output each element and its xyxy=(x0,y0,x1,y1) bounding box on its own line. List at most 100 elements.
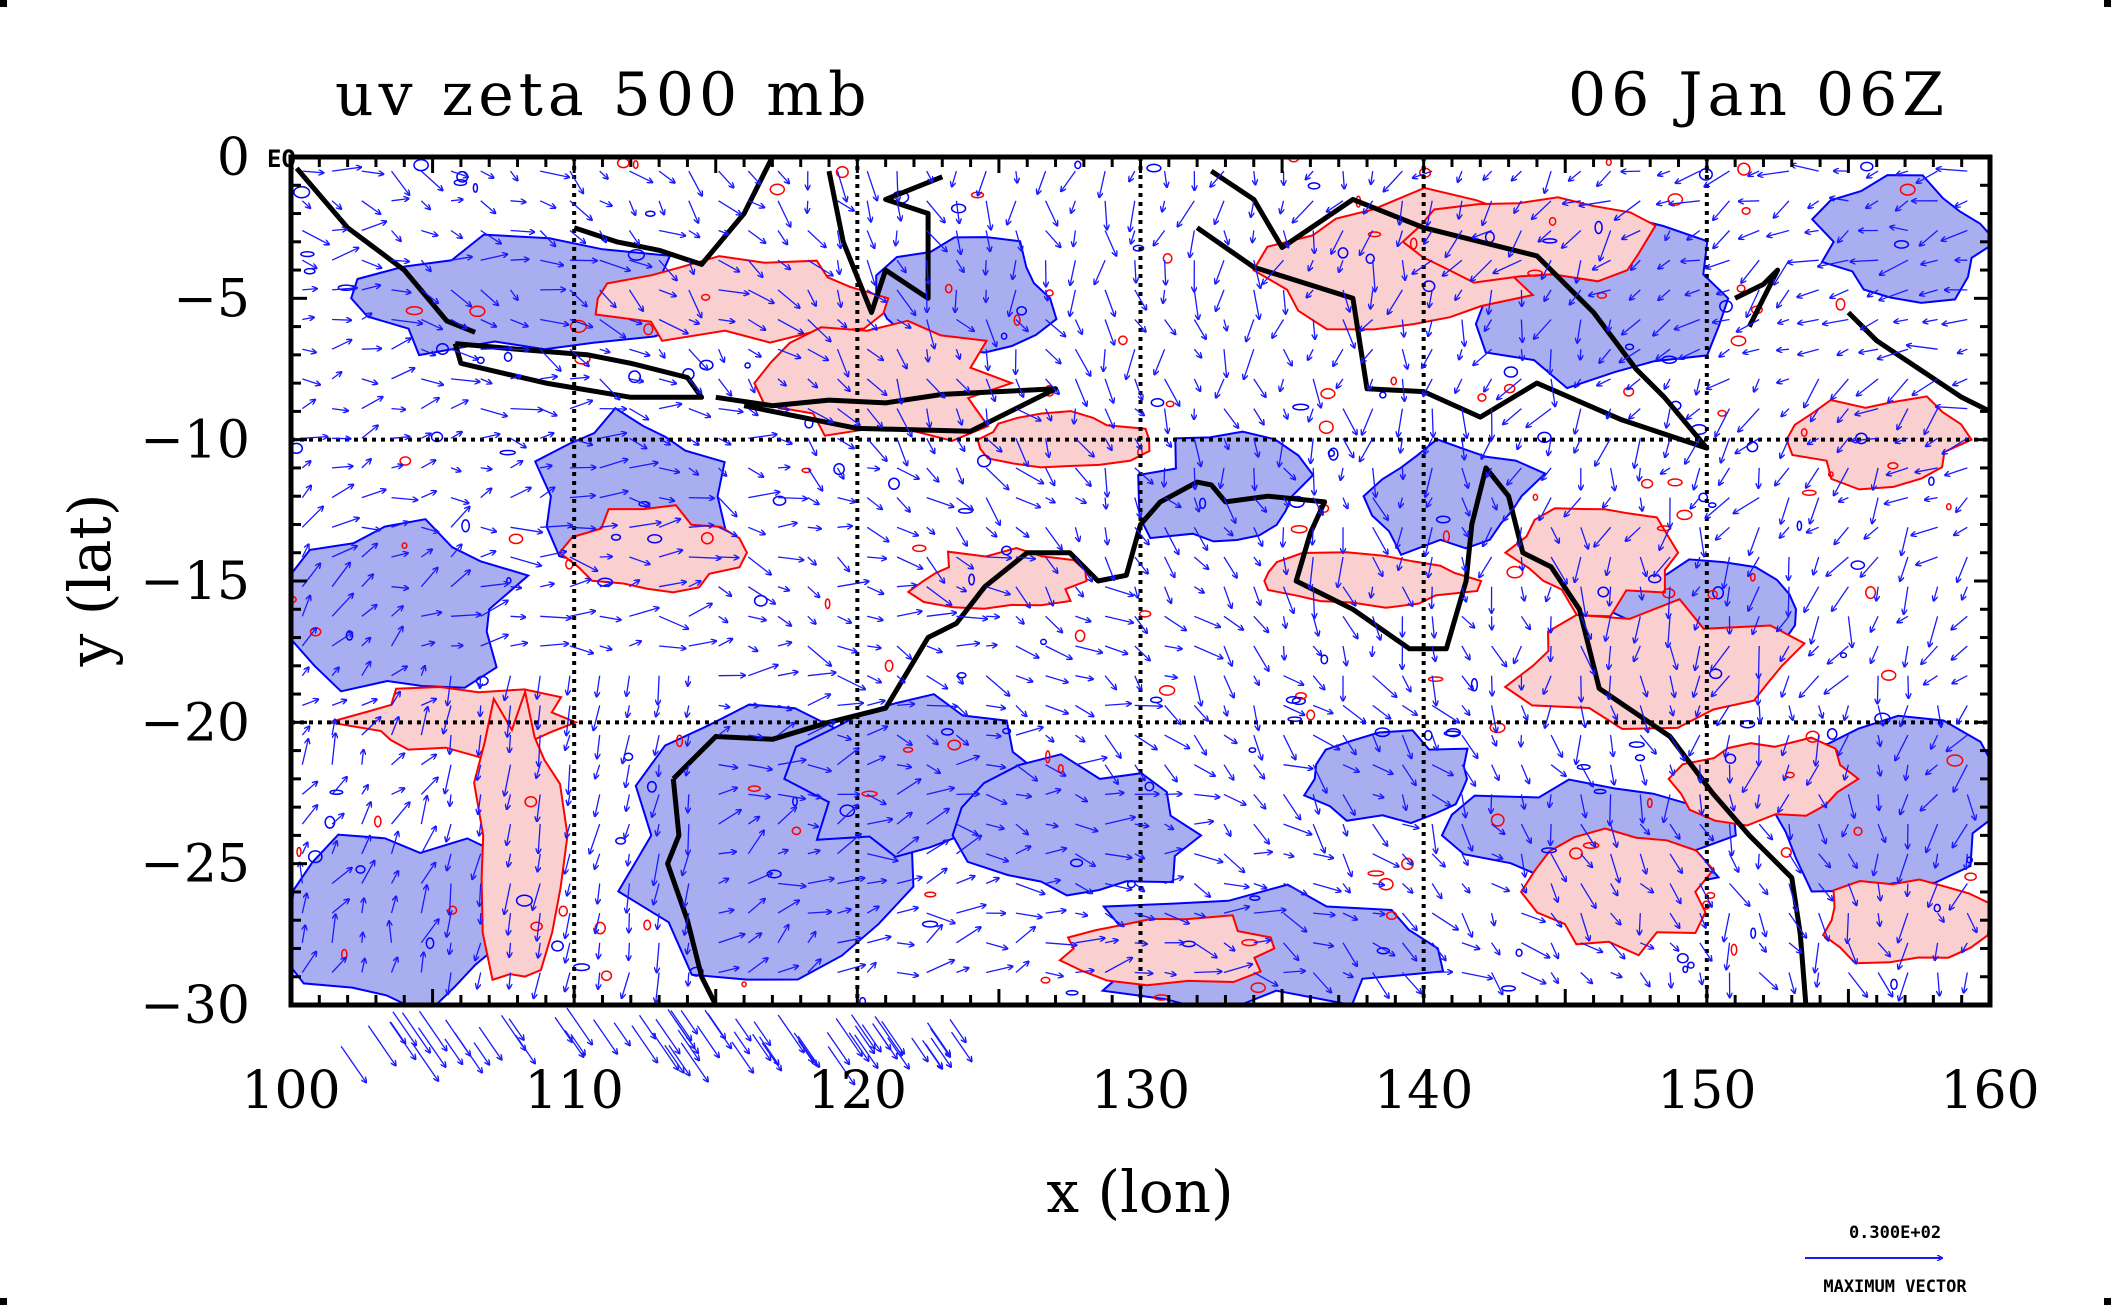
wind-vector xyxy=(1920,230,1939,246)
wind-vector xyxy=(1361,348,1374,362)
vorticity-contour-cell xyxy=(558,905,569,917)
wind-vector xyxy=(674,1019,698,1053)
wind-vector xyxy=(866,348,883,360)
wind-vector xyxy=(1074,319,1082,335)
wind-vector xyxy=(540,318,568,325)
vorticity-contour-cell xyxy=(912,544,927,553)
vorticity-contour-cell xyxy=(1065,989,1079,996)
vorticity-contour-cell xyxy=(1835,297,1846,311)
wind-vector xyxy=(599,259,630,270)
wind-vector xyxy=(480,254,508,261)
wind-vector xyxy=(1509,230,1522,257)
wind-vector xyxy=(629,348,649,355)
wind-vector xyxy=(510,231,535,233)
vorticity-contour-cell xyxy=(753,594,768,607)
wind-vector xyxy=(747,229,765,244)
wind-vector xyxy=(1422,348,1433,368)
wind-vector xyxy=(1272,319,1285,338)
wind-vector xyxy=(1327,200,1344,212)
wind-vector xyxy=(391,338,411,350)
wind-vector xyxy=(628,200,635,215)
vorticity-contour-cell xyxy=(1946,754,1964,767)
wind-vector xyxy=(1424,230,1433,244)
vorticity-contour-cell xyxy=(1367,231,1382,238)
vorticity-contour-cell xyxy=(1945,503,1952,511)
wind-vector xyxy=(331,200,341,209)
wind-vector xyxy=(569,170,583,193)
wind-vector xyxy=(1458,170,1463,182)
wind-vector xyxy=(1129,170,1136,181)
vector-key: 0.300E+02 MAXIMUM VECTOR xyxy=(1805,1223,1967,1297)
wind-vector xyxy=(658,229,685,236)
vorticity-contour-cell xyxy=(1445,728,1462,738)
vorticity-contour-cell xyxy=(1506,565,1524,579)
wind-vector xyxy=(1401,349,1407,369)
wind-vector xyxy=(1046,289,1048,300)
vorticity-contour-cell xyxy=(968,573,976,586)
wind-vector xyxy=(1539,230,1552,242)
wind-vector xyxy=(599,200,612,206)
wind-vector xyxy=(1739,229,1760,239)
wind-vector xyxy=(747,259,762,277)
wind-vector xyxy=(1759,735,1760,765)
coastline-segment xyxy=(294,166,477,335)
wind-vector xyxy=(1778,320,1790,324)
wind-vector xyxy=(450,318,467,329)
wind-vector xyxy=(836,289,842,307)
wind-vector xyxy=(444,1038,462,1064)
wind-vector xyxy=(1577,319,1582,343)
vorticity-contour-cell xyxy=(643,323,654,336)
wind-vector xyxy=(1741,259,1760,283)
wind-vector xyxy=(777,467,789,468)
wind-vector xyxy=(1308,348,1314,360)
wind-vector xyxy=(1719,348,1730,357)
wind-vector xyxy=(926,170,933,182)
wind-vector xyxy=(1360,319,1374,331)
vorticity-contour-cell xyxy=(610,533,622,541)
wind-vector xyxy=(332,288,357,290)
coastline-segment xyxy=(1195,169,1710,451)
wind-vector xyxy=(569,229,585,244)
wind-vector xyxy=(731,1041,753,1073)
wind-vector xyxy=(956,794,978,795)
wind-vector xyxy=(927,349,929,361)
y-tick-label: −10 xyxy=(140,411,250,471)
vorticity-contour-cell xyxy=(1541,847,1557,854)
vorticity-contour-cell xyxy=(646,780,657,793)
wind-vector xyxy=(1713,200,1730,220)
wind-vector xyxy=(807,348,828,360)
vorticity-contour-cell xyxy=(1827,471,1834,478)
wind-vector xyxy=(866,230,874,249)
vorticity-contour-cell xyxy=(461,519,471,533)
wind-vector xyxy=(1130,200,1136,231)
wind-vector xyxy=(1162,200,1165,212)
vorticity-contour-cell xyxy=(1146,163,1162,173)
wind-vector xyxy=(1798,318,1819,324)
wind-vector xyxy=(1570,289,1582,305)
wind-vector xyxy=(1739,201,1760,202)
wind-vector xyxy=(421,318,442,330)
vorticity-contour-cell xyxy=(1307,182,1321,190)
vorticity-contour-cell xyxy=(1069,858,1084,868)
wind-vector xyxy=(599,289,616,307)
wind-vector xyxy=(1282,348,1292,365)
wind-vector xyxy=(510,259,529,260)
wind-vector xyxy=(1737,318,1760,332)
wind-vector xyxy=(1894,320,1909,323)
lat-lon-gridlines xyxy=(291,157,1990,1005)
vorticity-contour-cell xyxy=(1880,669,1897,681)
wind-vector xyxy=(473,1042,489,1065)
vorticity-contour-cell xyxy=(615,837,627,845)
wind-vector xyxy=(1867,170,1879,178)
wind-vector xyxy=(1897,171,1909,175)
wind-vector xyxy=(866,200,871,222)
wind-vector xyxy=(986,616,999,617)
wind-vector xyxy=(1758,467,1759,488)
vorticity-contour-cell xyxy=(1118,335,1128,346)
wind-vector xyxy=(1589,289,1611,296)
wind-vector xyxy=(331,340,351,350)
wind-vector xyxy=(664,1044,684,1072)
vorticity-contour-cell xyxy=(1724,753,1737,764)
vorticity-contour-cell xyxy=(524,795,538,808)
wind-vector xyxy=(1544,170,1552,193)
